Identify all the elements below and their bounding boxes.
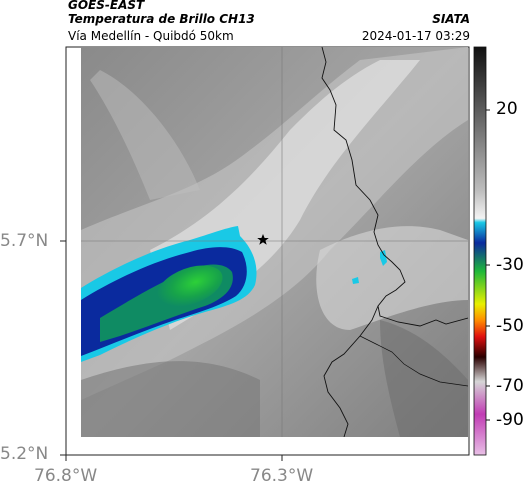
timestamp: 2024-01-17 03:29 bbox=[361, 29, 470, 43]
region-border bbox=[323, 305, 379, 437]
lon-tick-label: 76.8°W bbox=[34, 466, 98, 486]
route-subtitle: Vía Medellín - Quibdó 50km bbox=[68, 29, 234, 43]
colorbar-label: -50 bbox=[496, 316, 524, 336]
star-icon bbox=[257, 234, 269, 245]
colorbar-label: -30 bbox=[496, 255, 524, 275]
colorbar bbox=[473, 46, 487, 456]
lat-tick-label: 5.7°N bbox=[0, 231, 49, 251]
lat-tick-label: 5.2°N bbox=[0, 444, 49, 464]
lon-tick-label: 76.3°W bbox=[250, 466, 314, 486]
colorbar-label: -70 bbox=[496, 376, 524, 396]
secondary-border bbox=[359, 335, 468, 387]
map-header: GOES-EAST Temperatura de Brillo CH13 Vía… bbox=[0, 0, 526, 48]
satellite-name: GOES-EAST bbox=[68, 0, 145, 12]
product-title: Temperatura de Brillo CH13 bbox=[68, 12, 255, 26]
colorbar-label: -90 bbox=[496, 410, 524, 430]
organization: SIATA bbox=[432, 12, 470, 26]
colorbar-label: 20 bbox=[496, 99, 518, 119]
coastline-border bbox=[321, 47, 468, 327]
satellite-imagery bbox=[81, 47, 468, 437]
